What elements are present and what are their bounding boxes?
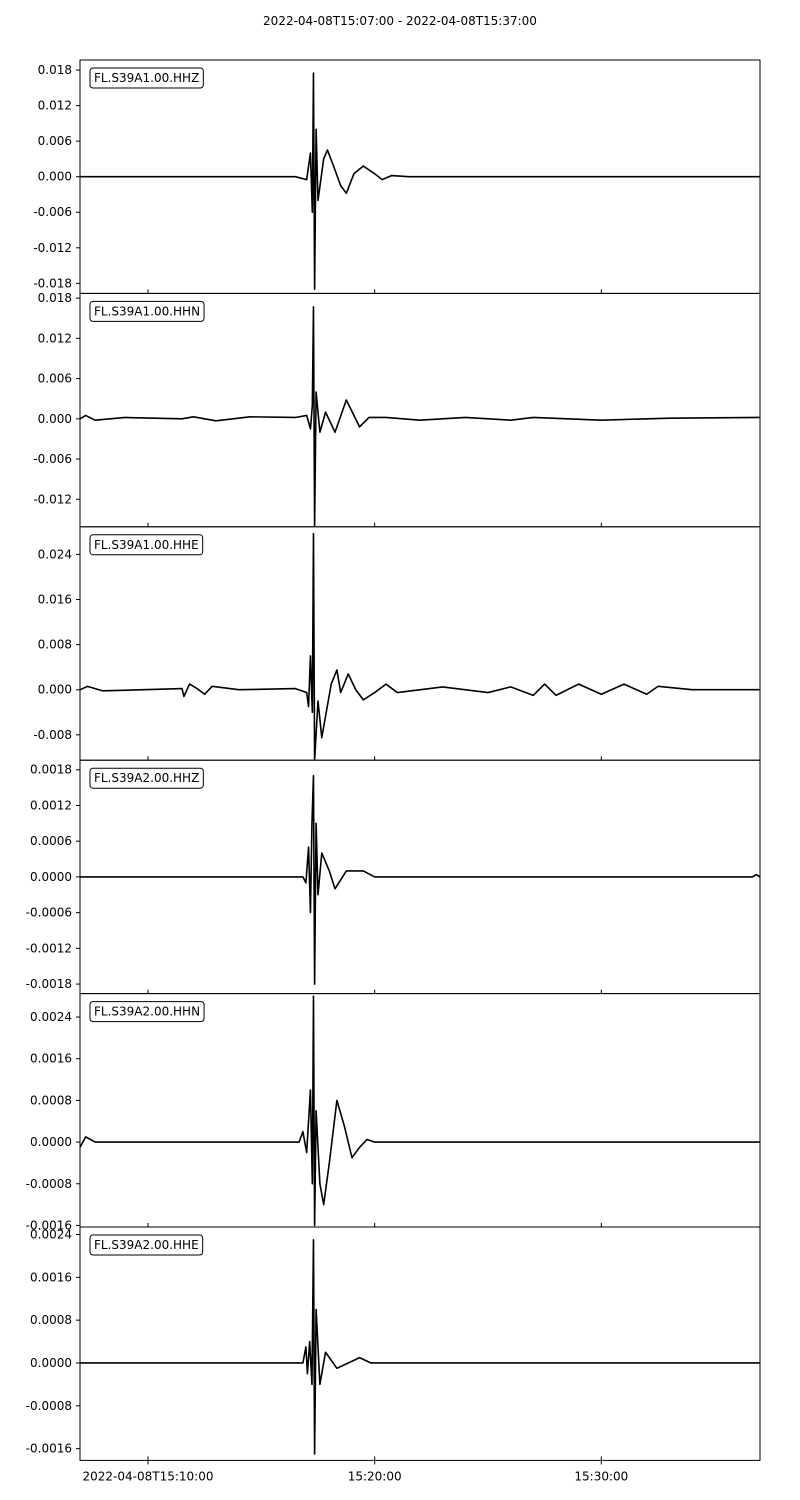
y-tick-label: 0.0008 xyxy=(30,1093,72,1107)
y-tick-label: 0.0000 xyxy=(30,870,72,884)
trace-panel: 0.018 0.012 0.006 0.000 -0.006 -0.012 FL.S39A1… xyxy=(33,291,761,528)
y-tick-label: 0.012 xyxy=(38,99,72,113)
trace-panel: 0.024 0.016 0.008 0.000 -0.008 FL.S39A1.00.HH… xyxy=(33,526,761,761)
y-tick-label: -0.008 xyxy=(33,728,72,742)
trace-panel: 0.0024 0.0016 0.0008 0.0000 -0.0008 -0.0016 FL… xyxy=(26,1226,761,1465)
y-tick-label: 0.0016 xyxy=(30,1052,72,1066)
trace-label-box xyxy=(89,300,205,322)
trace-label: FL.S39A2.00.HHE xyxy=(94,1238,199,1252)
y-tick-label: -0.0008 xyxy=(26,1177,72,1191)
trace-panel: 0.018 0.012 0.006 0.000 -0.006 -0.012 -0.018 FL… xyxy=(33,59,761,294)
trace-label-box xyxy=(89,1001,205,1023)
y-tick-label: 0.012 xyxy=(38,331,72,345)
y-tick-label: -0.018 xyxy=(33,276,72,290)
y-tick-label: 0.000 xyxy=(38,412,72,426)
x-axis: 2022-04-08T15:10:00 15:20:00 15:30:00 xyxy=(83,1469,629,1483)
y-tick-label: 0.016 xyxy=(38,593,72,607)
y-tick-label: -0.0016 xyxy=(26,1218,72,1232)
y-tick-label: -0.006 xyxy=(33,452,72,466)
y-tick-label: 0.018 xyxy=(38,291,72,305)
trace-label: FL.S39A2.00.HHZ xyxy=(94,771,199,785)
y-tick-label: 0.024 xyxy=(38,547,72,561)
y-tick-label: 0.0016 xyxy=(30,1270,72,1284)
trace-label-box xyxy=(89,1234,204,1256)
y-tick-label: -0.0006 xyxy=(26,906,72,920)
panel-frame xyxy=(79,993,761,1228)
y-tick-label: -0.0012 xyxy=(26,941,72,955)
trace-label: FL.S39A1.00.HHZ xyxy=(94,71,199,85)
y-tick-label: -0.0008 xyxy=(26,1399,72,1413)
trace-label-box xyxy=(89,67,204,89)
y-tick-label: 0.0000 xyxy=(30,1135,72,1149)
x-tick-label: 15:30:00 xyxy=(574,1469,628,1483)
y-tick-label: 0.0006 xyxy=(30,834,72,848)
trace-panel: 0.0024 0.0016 0.0008 0.0000 -0.0008 -0.0016 FL… xyxy=(26,993,761,1232)
trace-line xyxy=(80,995,760,1227)
trace-label-box xyxy=(89,534,204,556)
trace-label: FL.S39A2.00.HHN xyxy=(94,1005,200,1019)
chart-title: 2022-04-08T15:07:00 - 2022-04-08T15:37:0… xyxy=(263,14,537,28)
trace-line xyxy=(80,72,760,291)
trace-label: FL.S39A1.00.HHN xyxy=(94,304,200,318)
y-tick-label: -0.0016 xyxy=(26,1442,72,1456)
y-tick-label: 0.008 xyxy=(38,638,72,652)
trace-line xyxy=(80,774,760,985)
y-tick-label: 0.0000 xyxy=(30,1356,72,1370)
panel-frame xyxy=(79,526,761,761)
y-tick-label: 0.000 xyxy=(38,683,72,697)
y-tick-label: 0.000 xyxy=(38,170,72,184)
y-tick-label: -0.0018 xyxy=(26,977,72,991)
panel-frame xyxy=(79,292,761,528)
trace-label: FL.S39A1.00.HHE xyxy=(94,538,199,552)
y-tick-label: -0.006 xyxy=(33,205,72,219)
trace-panel: 0.0018 0.0012 0.0006 0.0000 -0.0006 -0.0012 -0… xyxy=(26,759,761,995)
x-tick-label: 15:20:00 xyxy=(348,1469,402,1483)
trace-line xyxy=(80,1239,760,1455)
y-tick-label: 0.0024 xyxy=(30,1010,72,1024)
panel-frame xyxy=(79,1226,761,1461)
x-tick-label: 2022-04-08T15:10:00 xyxy=(83,1469,214,1483)
y-tick-label: 0.006 xyxy=(38,372,72,386)
trace-line xyxy=(80,532,760,761)
y-tick-label: -0.012 xyxy=(33,241,72,255)
trace-line xyxy=(80,306,760,527)
y-tick-label: 0.0012 xyxy=(30,798,72,812)
trace-label-box xyxy=(89,767,204,789)
y-tick-label: 0.0024 xyxy=(30,1227,72,1241)
y-tick-label: -0.012 xyxy=(33,492,72,506)
y-tick-label: 0.006 xyxy=(38,134,72,148)
y-tick-label: 0.018 xyxy=(38,63,72,77)
y-tick-label: 0.0018 xyxy=(30,763,72,777)
y-tick-label: 0.0008 xyxy=(30,1313,72,1327)
